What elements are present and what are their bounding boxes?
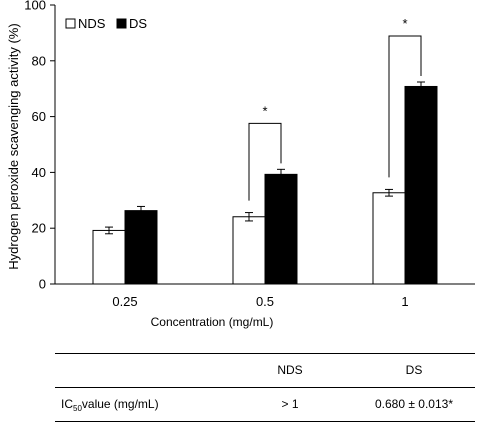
bar-chart: 0 20 40 60 80 100 0.25 0.5 1 NDS DS Concentration… — [6, 0, 475, 329]
legend-label-nds: NDS — [78, 16, 106, 31]
y-tick-label-0: 0 — [39, 277, 46, 292]
ic50-label-prefix: IC — [61, 397, 73, 411]
ic50-label: IC50value (mg/mL) — [61, 388, 159, 425]
ic50-label-subscript: 50 — [73, 404, 82, 413]
bar-ds-0 — [124, 210, 158, 285]
bar-nds-2 — [372, 192, 406, 285]
ic50-nds-value: > 1 — [281, 397, 299, 411]
bar-ds-1 — [264, 173, 298, 285]
bar-nds-1 — [232, 216, 266, 285]
legend-label-ds: DS — [129, 16, 147, 31]
x-tick-label-1: 0.5 — [256, 294, 274, 309]
table-header-row: NDS DS — [55, 354, 475, 388]
y-tick-label-4: 80 — [32, 53, 46, 68]
x-axis-title: Concentration (mg/mL) — [151, 315, 274, 329]
table-row: IC50value (mg/mL) > 1 0.680 ± 0.013* — [55, 388, 475, 421]
ic50-table: NDS DS IC50value (mg/mL) > 1 0.680 ± 0.0… — [55, 353, 475, 422]
y-tick-label-3: 60 — [32, 109, 46, 124]
table-header-ds: DS — [405, 363, 423, 377]
significance-label-1: * — [402, 16, 407, 31]
significance-bracket-1 — [388, 35, 422, 178]
y-tick-label-5: 100 — [24, 0, 46, 13]
y-tick-label-2: 40 — [32, 165, 46, 180]
ic50-ds-value: 0.680 ± 0.013* — [375, 397, 453, 411]
significance-bracket-0 — [248, 122, 282, 201]
table-header-nds: NDS — [277, 363, 303, 377]
significance-label-0: * — [262, 103, 267, 118]
y-axis-title: Hydrogen peroxide scavenging activity (%… — [6, 23, 21, 269]
bar-ds-2 — [404, 85, 438, 285]
bar-nds-0 — [92, 229, 126, 285]
y-tick-label-1: 20 — [32, 221, 46, 236]
ic50-label-suffix: value (mg/mL) — [81, 397, 159, 411]
legend-swatch-ds — [116, 18, 127, 29]
legend-swatch-nds — [65, 18, 76, 29]
x-tick-label-2: 1 — [401, 294, 408, 309]
x-tick-label-0: 0.25 — [112, 294, 137, 309]
